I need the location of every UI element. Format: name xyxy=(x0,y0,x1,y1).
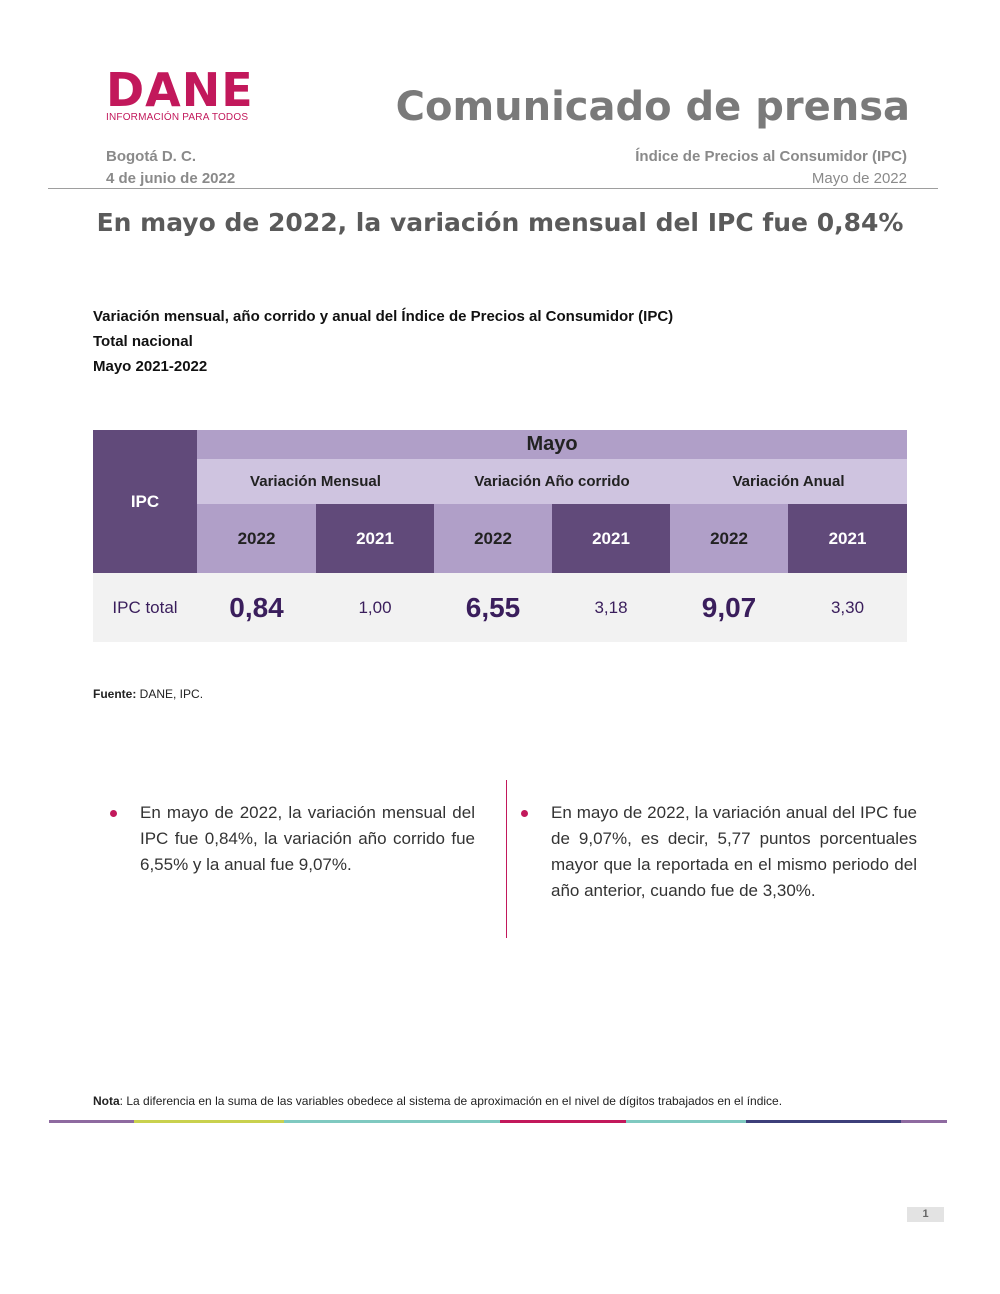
logo-wordmark: DANE xyxy=(106,63,254,117)
table-month-header: Mayo xyxy=(197,430,907,459)
index-name: Índice de Precios al Consumidor (IPC) xyxy=(635,148,907,165)
footer-bar-segment xyxy=(626,1120,746,1123)
value-mensual-2021: 1,00 xyxy=(316,573,434,642)
value-anual-2022: 9,07 xyxy=(670,573,788,642)
bullet-item: En mayo de 2022, la variación mensual de… xyxy=(110,800,475,878)
city: Bogotá D. C. xyxy=(106,148,196,165)
value-mensual-2022: 0,84 xyxy=(197,573,316,642)
source-text: DANE, IPC. xyxy=(136,687,204,701)
bullet-item: En mayo de 2022, la variación anual del … xyxy=(521,800,917,904)
group-header-ano-corrido: Variación Año corrido xyxy=(434,459,670,504)
group-header-anual: Variación Anual xyxy=(670,459,907,504)
page-number: 1 xyxy=(907,1207,944,1222)
footer-bar-segment xyxy=(746,1120,901,1123)
table-caption-scope: Total nacional xyxy=(93,333,193,350)
ipc-table: IPC Mayo Variación Mensual Variación Año… xyxy=(93,430,907,642)
value-ano-corrido-2022: 6,55 xyxy=(434,573,552,642)
footer-color-bar xyxy=(49,1120,947,1123)
release-date: 4 de junio de 2022 xyxy=(106,170,236,187)
year-header: 2022 xyxy=(434,504,552,573)
document-title: Comunicado de prensa xyxy=(395,84,910,130)
bullet-text: En mayo de 2022, la variación mensual de… xyxy=(140,803,475,874)
year-header: 2022 xyxy=(197,504,316,573)
logo-tagline: INFORMACIÓN PARA TODOS xyxy=(106,112,249,123)
row-label-ipc-total: IPC total xyxy=(93,573,197,642)
table-corner-ipc: IPC xyxy=(93,430,197,573)
dane-logo: DANE INFORMACIÓN PARA TODOS xyxy=(106,63,254,123)
group-header-mensual: Variación Mensual xyxy=(197,459,434,504)
column-divider xyxy=(506,780,507,938)
note-label: Nota xyxy=(93,1094,120,1108)
value-anual-2021: 3,30 xyxy=(788,573,907,642)
bullet-dot-icon xyxy=(521,810,528,817)
year-header: 2021 xyxy=(552,504,670,573)
source-note: Fuente: DANE, IPC. xyxy=(93,687,203,701)
note-text: : La diferencia en la suma de las variab… xyxy=(119,1094,783,1108)
year-header: 2021 xyxy=(788,504,907,573)
footer-bar-segment xyxy=(500,1120,626,1123)
header-divider xyxy=(48,188,938,189)
footer-bar-segment xyxy=(134,1120,284,1123)
year-header: 2021 xyxy=(316,504,434,573)
year-header: 2022 xyxy=(670,504,788,573)
headline: En mayo de 2022, la variación mensual de… xyxy=(96,208,904,237)
bullet-dot-icon xyxy=(110,810,117,817)
footer-bar-segment xyxy=(901,1120,947,1123)
value-ano-corrido-2021: 3,18 xyxy=(552,573,670,642)
footer-bar-segment xyxy=(284,1120,500,1123)
reference-period: Mayo de 2022 xyxy=(811,170,907,187)
footer-bar-segment xyxy=(49,1120,134,1123)
bullet-text: En mayo de 2022, la variación anual del … xyxy=(551,803,917,900)
table-caption-title: Variación mensual, año corrido y anual d… xyxy=(93,308,674,325)
table-caption-period: Mayo 2021-2022 xyxy=(93,358,208,375)
source-label: Fuente: xyxy=(93,687,137,701)
footnote: Nota: La diferencia en la suma de las va… xyxy=(93,1094,782,1108)
